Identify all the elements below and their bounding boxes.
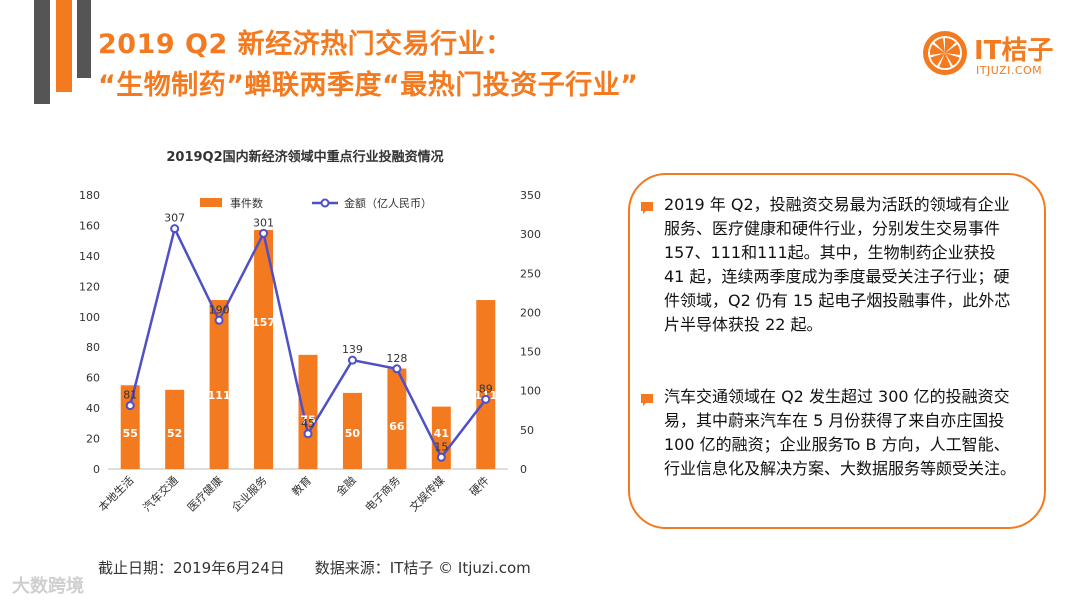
bar xyxy=(431,406,451,469)
y-left-tick-label: 60 xyxy=(86,372,100,385)
y-right-tick-label: 300 xyxy=(520,228,541,241)
bar xyxy=(476,300,496,469)
line-point xyxy=(392,364,402,374)
y-left-tick-label: 0 xyxy=(93,463,100,476)
bar xyxy=(254,230,274,469)
line-data-label: 139 xyxy=(342,343,363,356)
y-right-tick-label: 200 xyxy=(520,306,541,319)
note-text-2: 汽车交通领域在 Q2 发生超过 300 亿的投融资交易，其中蔚来汽车在 5 月份… xyxy=(664,387,1017,478)
y-left-tick-label: 80 xyxy=(86,341,100,354)
x-category-label: 硬件 xyxy=(467,474,492,499)
y-right-tick-label: 100 xyxy=(520,385,541,398)
chart-title: 2019Q2国内新经济领域中重点行业投融资情况 xyxy=(166,150,444,165)
x-category-label: 企业服务 xyxy=(229,473,270,514)
page-title-line-2: “生物制药”蝉联两季度“最热门投资子行业” xyxy=(98,70,639,101)
logo-subtext: ITJUZI.COM xyxy=(976,64,1043,77)
bar xyxy=(387,368,407,469)
note-item-2: 汽车交通领域在 Q2 发生超过 300 亿的投融资交易，其中蔚来汽车在 5 月份… xyxy=(640,385,1020,481)
notes-box: 2019 年 Q2，投融资交易最为活跃的领域有企业服务、医疗健康和硬件行业，分别… xyxy=(628,173,1046,529)
speech-bubble-icon xyxy=(641,394,653,406)
y-left-tick-label: 120 xyxy=(79,280,100,293)
watermark-text: 大数跨境 xyxy=(12,576,84,597)
y-right-tick-label: 0 xyxy=(520,463,527,476)
bar xyxy=(298,354,318,469)
x-category-label: 电子商务 xyxy=(362,473,403,514)
y-left-tick-label: 160 xyxy=(79,219,100,232)
bar-data-label: 55 xyxy=(123,427,138,440)
line-data-label: 307 xyxy=(164,212,185,225)
line-point xyxy=(125,401,135,411)
speech-bubble-icon xyxy=(641,202,653,214)
legend-bar-label: 事件数 xyxy=(230,197,263,210)
x-category-label: 文娱传媒 xyxy=(406,473,447,514)
bar xyxy=(165,389,185,469)
watermark: 大数跨境 xyxy=(12,572,84,598)
line-data-label: 190 xyxy=(209,303,230,316)
line-data-label: 301 xyxy=(253,216,274,229)
y-left-tick-label: 40 xyxy=(86,402,100,415)
investment-chart: 0 20 40 60 80 100 120 140 160 180 0 50 100 150 200 250 3… xyxy=(79,189,541,514)
y-right-tick-label: 150 xyxy=(520,346,541,359)
x-category-label: 教育 xyxy=(289,473,314,498)
line-point xyxy=(170,224,180,234)
bar xyxy=(120,385,140,469)
line-data-label: 45 xyxy=(301,417,315,430)
bar xyxy=(209,300,229,469)
x-category-label: 医疗健康 xyxy=(184,473,225,514)
legend-line-label: 金额（亿人民币） xyxy=(344,196,432,210)
decor-bar-3 xyxy=(77,0,91,78)
itjuzi-logo: IT桔子 ITJUZI.COM xyxy=(920,28,1070,83)
bar-data-label: 157 xyxy=(252,316,275,329)
y-left-tick-label: 100 xyxy=(79,311,100,324)
decor-bar-2 xyxy=(56,0,72,92)
x-category-label: 金融 xyxy=(333,473,358,498)
legend-bar-swatch xyxy=(200,198,222,207)
y-left-tick-label: 140 xyxy=(79,250,100,263)
y-left-tick-label: 20 xyxy=(86,433,100,446)
decor-bar-1 xyxy=(34,0,50,104)
line-point xyxy=(259,228,269,238)
line-point xyxy=(481,394,491,404)
x-category-label: 汽车交通 xyxy=(140,473,181,514)
y-right-tick-label: 250 xyxy=(520,267,541,280)
note-item-1: 2019 年 Q2，投融资交易最为活跃的领域有企业服务、医疗健康和硬件行业，分别… xyxy=(640,193,1020,337)
line-data-label: 128 xyxy=(386,352,407,365)
line-point xyxy=(303,429,313,439)
line-data-label: 89 xyxy=(479,382,493,395)
bar-data-label: 52 xyxy=(167,427,182,440)
bar-data-label: 41 xyxy=(434,427,449,440)
line-point xyxy=(347,355,357,365)
orange-slice-icon xyxy=(923,31,967,75)
bar-data-label: 75 xyxy=(300,414,315,427)
bar-data-label: 111 xyxy=(208,389,231,402)
y-left-tick-label: 180 xyxy=(79,189,100,202)
line-data-label: 81 xyxy=(123,389,137,402)
logo-text: IT桔子 xyxy=(974,36,1054,66)
page-title-line-1: 2019 Q2 新经济热门交易行业： xyxy=(98,29,513,60)
line-point xyxy=(214,315,224,325)
bar-data-label: 50 xyxy=(345,427,361,440)
y-right-tick-label: 50 xyxy=(520,424,534,437)
legend-line-marker xyxy=(320,198,330,208)
bar xyxy=(342,392,362,469)
line-data-label: 15 xyxy=(434,440,448,453)
y-right-tick-label: 350 xyxy=(520,189,541,202)
bar-data-label: 66 xyxy=(389,420,405,433)
line-point xyxy=(436,452,446,462)
note-text-1: 2019 年 Q2，投融资交易最为活跃的领域有企业服务、医疗健康和硬件行业，分别… xyxy=(664,195,1011,334)
source-footer: 截止日期：2019年6月24日 数据来源：IT桔子 © Itjuzi.com xyxy=(98,559,531,577)
x-category-label: 本地生活 xyxy=(95,473,136,514)
